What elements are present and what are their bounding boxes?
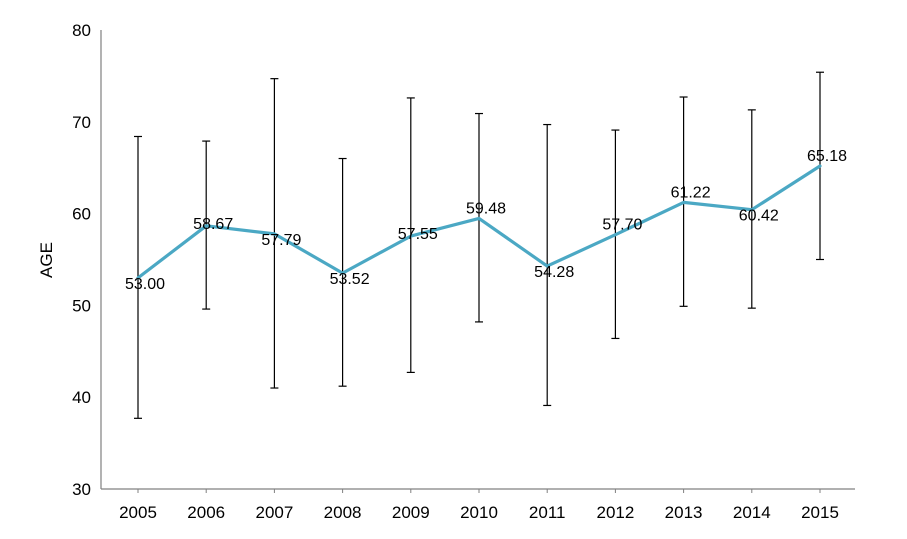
x-tick-label: 2007 [255, 503, 293, 522]
x-tick-label: 2009 [392, 503, 430, 522]
data-label: 59.48 [466, 200, 506, 217]
y-tick-label: 50 [72, 296, 91, 315]
y-axis-ticks: 30 40 50 60 70 80 [72, 21, 91, 499]
series-line [136, 164, 822, 280]
axes [100, 30, 855, 490]
x-tick-label: 2006 [187, 503, 225, 522]
data-labels: 53.00 58.67 57.79 53.52 57.55 59.48 54.28 57.70… [125, 148, 847, 293]
error-bars [134, 71, 824, 419]
data-label: 65.18 [807, 148, 847, 165]
y-tick-label: 80 [72, 21, 91, 40]
data-label: 60.42 [739, 208, 779, 225]
y-tick-label: 70 [72, 113, 91, 132]
x-tick-label: 2010 [460, 503, 498, 522]
y-tick-label: 60 [72, 205, 91, 224]
x-tick-label: 2008 [324, 503, 362, 522]
data-label: 57.79 [261, 232, 301, 249]
data-label: 53.52 [330, 271, 370, 288]
x-tick-label: 2011 [529, 503, 566, 522]
data-label: 57.55 [398, 226, 438, 243]
data-label: 53.00 [125, 276, 165, 293]
x-tick-label: 2012 [596, 503, 634, 522]
data-label: 61.22 [671, 184, 711, 201]
x-axis-ticks: 2005 2006 2007 2008 2009 2010 2011 2012 2013 2014… [119, 489, 839, 522]
data-label: 54.28 [534, 264, 574, 281]
x-tick-label: 2013 [665, 503, 703, 522]
data-label: 57.70 [602, 217, 642, 234]
data-label: 58.67 [193, 216, 233, 233]
y-tick-label: 30 [72, 480, 91, 499]
y-axis-title: AGE [37, 242, 56, 278]
series-lines [136, 164, 822, 280]
x-tick-label: 2005 [119, 503, 157, 522]
x-tick-label: 2014 [733, 503, 771, 522]
y-tick-label: 40 [72, 388, 91, 407]
x-tick-label: 2015 [801, 503, 839, 522]
